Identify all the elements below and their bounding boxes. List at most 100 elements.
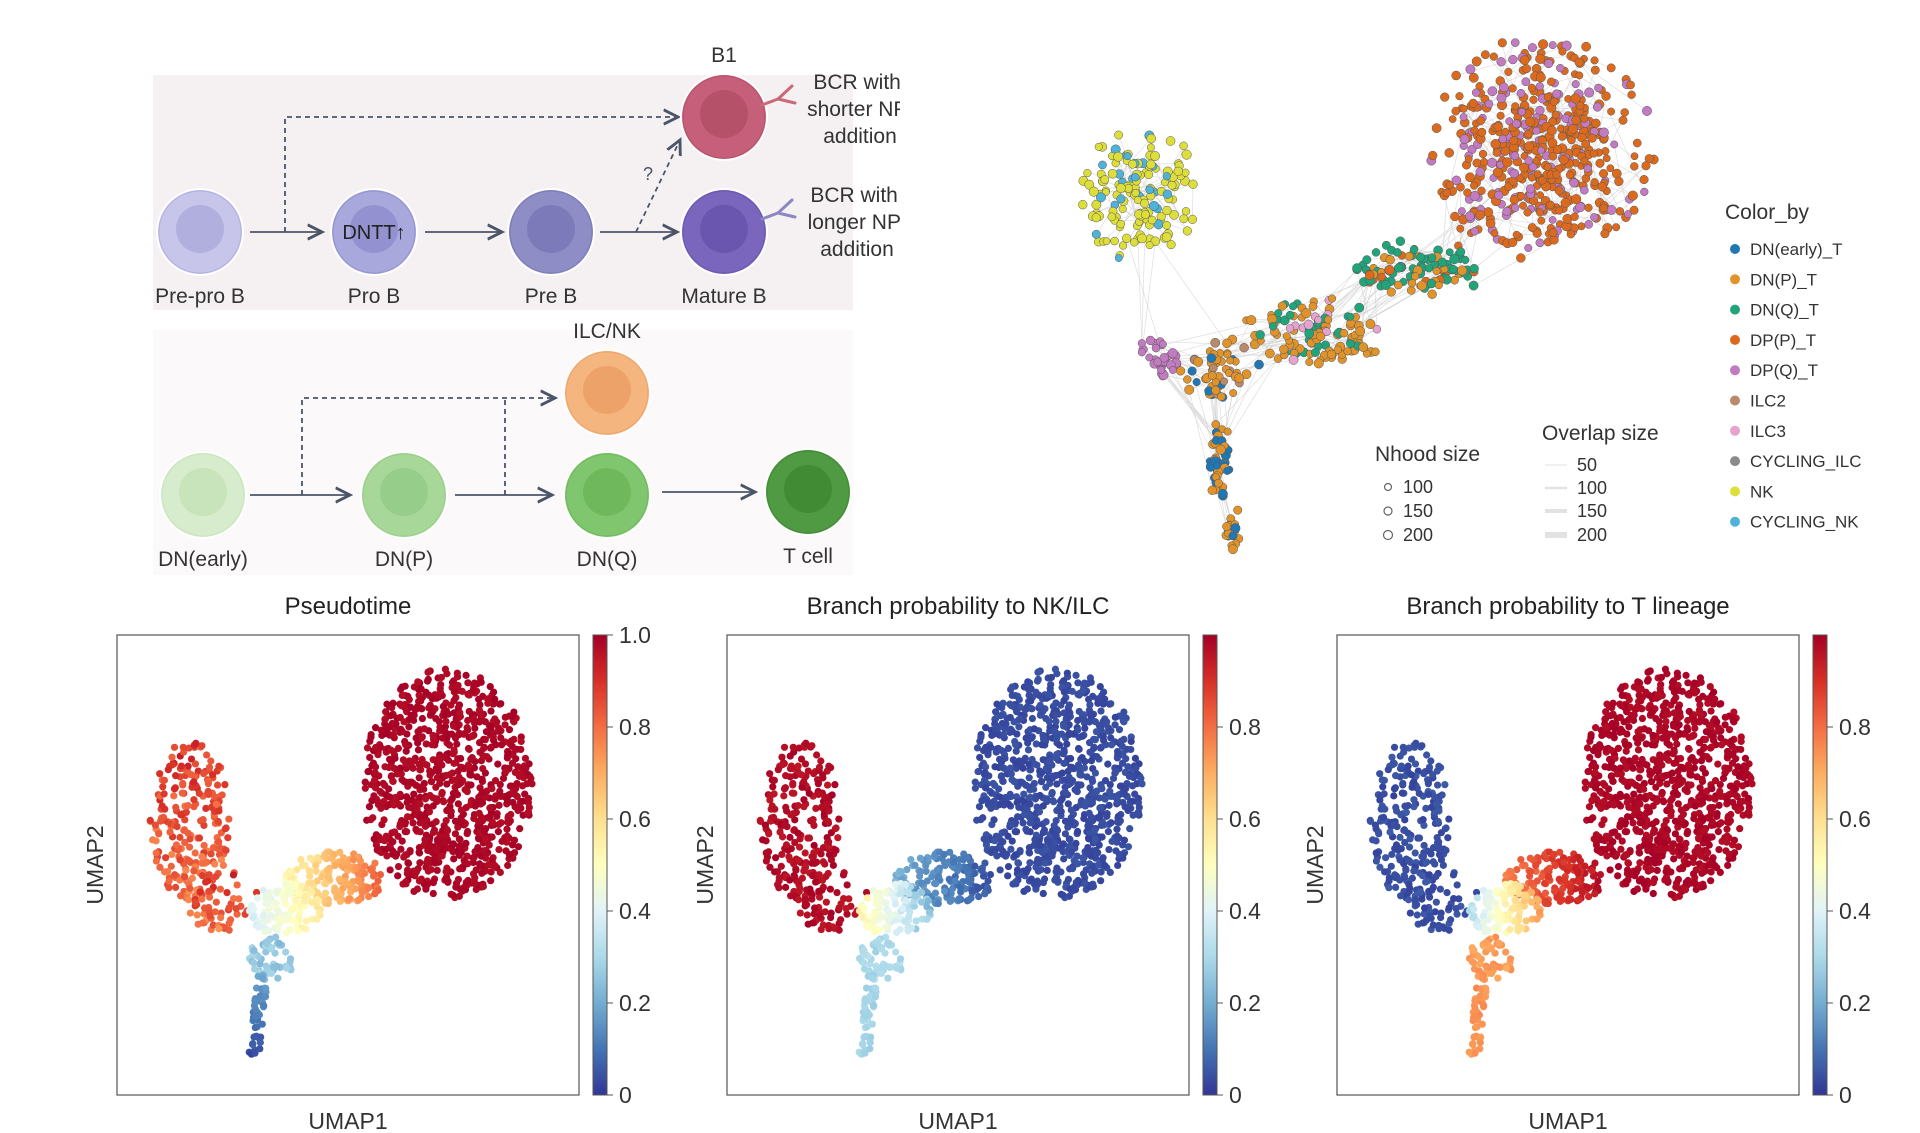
umap-point xyxy=(861,1012,869,1021)
graph-node xyxy=(1580,156,1589,165)
umap-point xyxy=(464,716,472,725)
cell-mature-b: Mature B xyxy=(680,188,768,308)
umap-point xyxy=(442,876,451,884)
umap-point xyxy=(184,801,192,810)
umap-point xyxy=(505,726,514,734)
legend-item-dp-q-t: DP(Q)_T xyxy=(1730,361,1818,380)
umap-point xyxy=(975,803,984,811)
umap-point xyxy=(1088,863,1097,871)
umap-point xyxy=(433,866,441,875)
umap-point xyxy=(307,867,315,876)
umap-point xyxy=(286,955,295,963)
graph-node xyxy=(1630,162,1639,171)
graph-node xyxy=(1583,164,1592,173)
color-by-title: Color_by xyxy=(1725,201,1810,224)
umap-point xyxy=(453,669,461,677)
umap-point xyxy=(202,858,210,866)
graph-node xyxy=(1624,210,1632,219)
umap-point xyxy=(184,896,193,904)
umap-point xyxy=(772,854,780,862)
umap-point xyxy=(415,813,424,821)
umap-point xyxy=(184,762,192,770)
umap-point xyxy=(167,862,175,870)
umap-point xyxy=(1094,699,1102,707)
umap-point xyxy=(388,763,396,771)
graph-node xyxy=(1165,136,1176,146)
umap-point xyxy=(1103,812,1111,820)
umap-point xyxy=(1067,754,1075,763)
graph-edge xyxy=(1229,319,1252,361)
umap-point xyxy=(1098,833,1106,841)
umap-point xyxy=(205,763,214,771)
umap-point xyxy=(1060,709,1068,717)
umap-point xyxy=(198,853,206,861)
umap-point xyxy=(1049,798,1058,806)
graph-node xyxy=(1509,195,1520,205)
umap-point xyxy=(191,849,199,857)
umap-point xyxy=(387,746,395,754)
graph-node xyxy=(1088,186,1099,197)
graph-node xyxy=(1223,466,1232,475)
umap-point xyxy=(449,841,457,849)
graph-node xyxy=(1475,82,1484,91)
nhood-size-100: 100 xyxy=(1403,477,1433,497)
umap-point xyxy=(368,796,376,805)
graph-node xyxy=(1224,369,1233,377)
umap-point xyxy=(484,699,492,707)
graph-node xyxy=(1519,201,1527,210)
umap-point xyxy=(315,908,324,916)
umap-point xyxy=(494,760,502,768)
graph-node xyxy=(1548,228,1558,237)
umap-point xyxy=(224,834,232,842)
umap-point xyxy=(439,798,448,806)
umap-point xyxy=(198,895,206,903)
umap-point xyxy=(955,862,963,870)
umap-point xyxy=(253,894,261,902)
umap-point xyxy=(170,792,178,800)
umap-point xyxy=(845,895,853,903)
umap-point xyxy=(179,779,187,788)
umap-point xyxy=(469,870,478,878)
umap-point xyxy=(256,1045,264,1053)
umap-point xyxy=(498,741,506,749)
umap-point xyxy=(417,875,425,883)
umap-point xyxy=(774,766,782,774)
umap-point xyxy=(777,862,785,870)
umap-point xyxy=(1124,763,1132,771)
umap-point xyxy=(1075,745,1083,753)
umap-point xyxy=(1052,771,1060,780)
graph-node xyxy=(1591,118,1601,129)
graph-node xyxy=(1470,181,1479,190)
umap-point xyxy=(1060,746,1068,754)
cell-b1: B1 xyxy=(680,44,768,161)
umap-point xyxy=(221,781,229,789)
umap-point xyxy=(1114,750,1122,758)
graph-node xyxy=(1558,47,1567,56)
umap-point xyxy=(1126,825,1134,833)
cell-ilc-nk: ILC/NK xyxy=(563,320,651,437)
umap-point xyxy=(489,732,497,741)
umap-point xyxy=(934,899,942,908)
umap-point xyxy=(815,887,823,896)
umap-point xyxy=(1076,771,1084,779)
umap-point xyxy=(361,862,369,870)
umap-point xyxy=(991,763,999,771)
umap-point xyxy=(473,773,481,781)
umap-point xyxy=(389,847,397,855)
umap-point xyxy=(866,1038,874,1047)
umap-point xyxy=(1124,806,1132,815)
umap-point xyxy=(1074,716,1082,725)
umap-point xyxy=(259,912,267,920)
umap-point xyxy=(335,875,343,883)
umap-point xyxy=(336,897,344,905)
umap-point xyxy=(464,860,472,868)
graph-node xyxy=(1377,272,1386,282)
umap-point xyxy=(885,915,893,924)
umap-point xyxy=(1042,764,1050,773)
graph-node xyxy=(1114,254,1123,262)
umap-point xyxy=(902,897,910,905)
umap-point xyxy=(412,781,420,790)
umap-point xyxy=(371,890,379,898)
graph-node xyxy=(1614,176,1624,187)
umap-point xyxy=(1059,722,1068,730)
